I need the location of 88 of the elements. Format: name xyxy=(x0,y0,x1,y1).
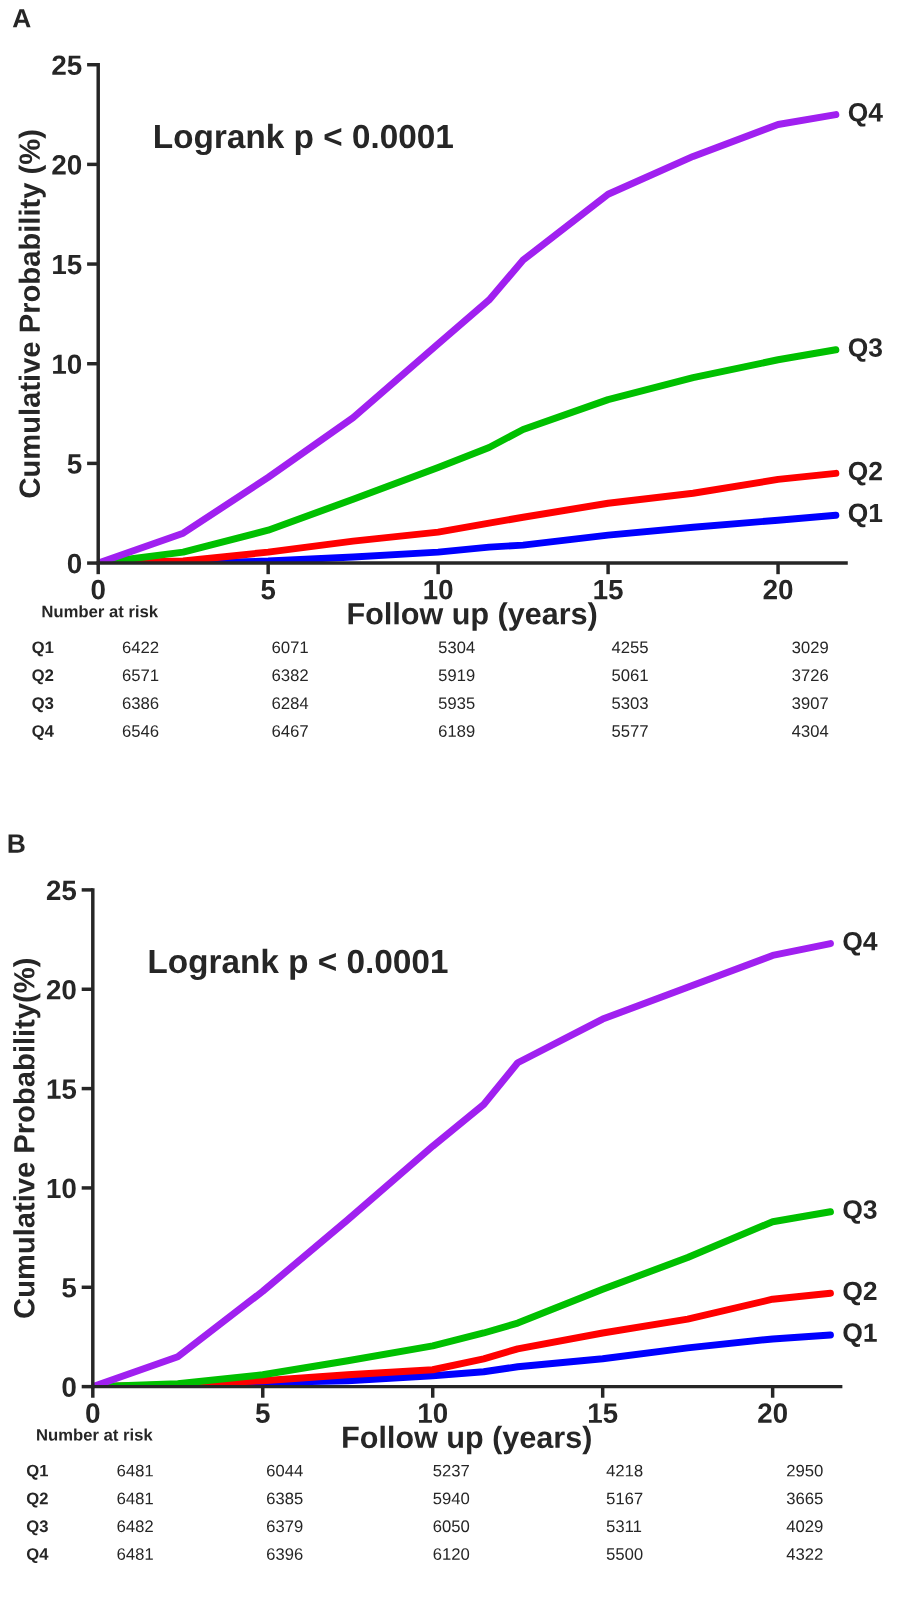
text: Q2 xyxy=(26,1492,48,1508)
x-tick-label: 15 xyxy=(588,1403,618,1423)
text: 6422 xyxy=(122,641,159,654)
text: Number at risk xyxy=(42,605,159,618)
text: 2950 xyxy=(787,1464,823,1477)
text: 6546 xyxy=(122,725,159,737)
y-tick-label: 10 xyxy=(47,1178,76,1199)
text: 6120 xyxy=(433,1548,470,1560)
text: 5935 xyxy=(438,697,475,710)
text: 6571 xyxy=(122,669,159,682)
text: Q3 xyxy=(26,1520,48,1536)
text: 4304 xyxy=(792,725,829,737)
x-axis-title: Follow up (years) xyxy=(348,602,597,631)
text: 6467 xyxy=(272,725,308,737)
text: 5577 xyxy=(612,725,648,737)
text: 6071 xyxy=(272,641,308,654)
text: Q3 xyxy=(32,697,54,713)
text: 6481 xyxy=(117,1464,153,1477)
text: 3907 xyxy=(792,697,828,710)
text: 6386 xyxy=(122,697,159,710)
y-tick-label: 15 xyxy=(47,1079,77,1099)
text: 6379 xyxy=(267,1520,303,1533)
text: 6050 xyxy=(433,1520,470,1533)
text: 5500 xyxy=(606,1548,643,1560)
x-tick-label: 0 xyxy=(91,579,105,600)
chart-title: B xyxy=(8,834,25,853)
series-label: Q4 xyxy=(843,931,878,956)
text: 5304 xyxy=(438,641,475,654)
chart-title: A xyxy=(12,9,31,28)
text: 6481 xyxy=(117,1492,153,1505)
text: 5303 xyxy=(612,697,648,710)
y-tick-label: 20 xyxy=(52,155,82,175)
text: 5919 xyxy=(438,669,475,682)
series-label: Q1 xyxy=(848,503,883,528)
y-tick-label: 25 xyxy=(46,880,77,901)
text: 6396 xyxy=(267,1548,303,1560)
y-tick-label: 10 xyxy=(53,354,82,375)
text: 4218 xyxy=(606,1464,643,1477)
y-axis-title: Cumulative Probability (%) xyxy=(18,130,46,498)
y-axis-title: Cumulative Probability(%) xyxy=(13,959,41,1318)
text: 3029 xyxy=(792,641,828,654)
x-tick-label: 10 xyxy=(424,579,453,600)
y-tick-label: 15 xyxy=(53,255,82,275)
x-tick-label: 20 xyxy=(758,1403,787,1423)
text: Q1 xyxy=(32,641,54,657)
text: 5237 xyxy=(433,1464,469,1477)
series-label: Q3 xyxy=(843,1200,877,1224)
y-tick-label: 25 xyxy=(52,55,82,76)
x-tick-label: 15 xyxy=(594,580,623,600)
text: Q2 xyxy=(32,669,54,685)
x-tick-label: 10 xyxy=(419,1403,448,1423)
series-label: Q3 xyxy=(848,338,882,362)
text: Q4 xyxy=(26,1548,49,1564)
text: 6189 xyxy=(438,725,475,737)
y-tick-label: 0 xyxy=(62,1377,76,1397)
x-tick-label: 5 xyxy=(261,580,276,600)
annotation: Logrank p < 0.0001 xyxy=(149,948,448,981)
text: Number at risk xyxy=(37,1428,153,1441)
text: 6382 xyxy=(272,669,308,682)
y-tick-label: 5 xyxy=(62,1278,77,1298)
series-label: Q2 xyxy=(848,461,882,486)
text: Q1 xyxy=(26,1464,49,1480)
x-axis-title: Follow up (years) xyxy=(343,1425,591,1455)
y-tick-label: 20 xyxy=(46,979,76,1000)
text: 6481 xyxy=(117,1548,153,1560)
text: 6044 xyxy=(267,1464,303,1477)
series-label: Q4 xyxy=(848,102,883,127)
x-tick-label: 0 xyxy=(86,1403,100,1423)
text: Q4 xyxy=(32,725,54,741)
text: 3726 xyxy=(792,669,828,682)
y-tick-label: 5 xyxy=(67,454,82,474)
text: 5311 xyxy=(606,1520,642,1533)
y-tick-label: 0 xyxy=(67,553,82,574)
text: 3665 xyxy=(786,1492,823,1505)
series-label: Q2 xyxy=(843,1281,877,1306)
text: 5167 xyxy=(606,1492,643,1505)
text: 4255 xyxy=(611,641,648,654)
text: 6482 xyxy=(117,1520,153,1533)
text: 4322 xyxy=(786,1548,823,1560)
x-tick-label: 20 xyxy=(763,579,793,600)
text: 4029 xyxy=(786,1520,823,1533)
text: 5061 xyxy=(612,669,648,682)
x-tick-label: 5 xyxy=(255,1403,270,1423)
annotation: Logrank p < 0.0001 xyxy=(155,123,453,156)
text: 5940 xyxy=(433,1492,470,1505)
series-label: Q1 xyxy=(843,1323,877,1347)
text: 6284 xyxy=(272,697,309,710)
text: 6385 xyxy=(267,1492,303,1505)
